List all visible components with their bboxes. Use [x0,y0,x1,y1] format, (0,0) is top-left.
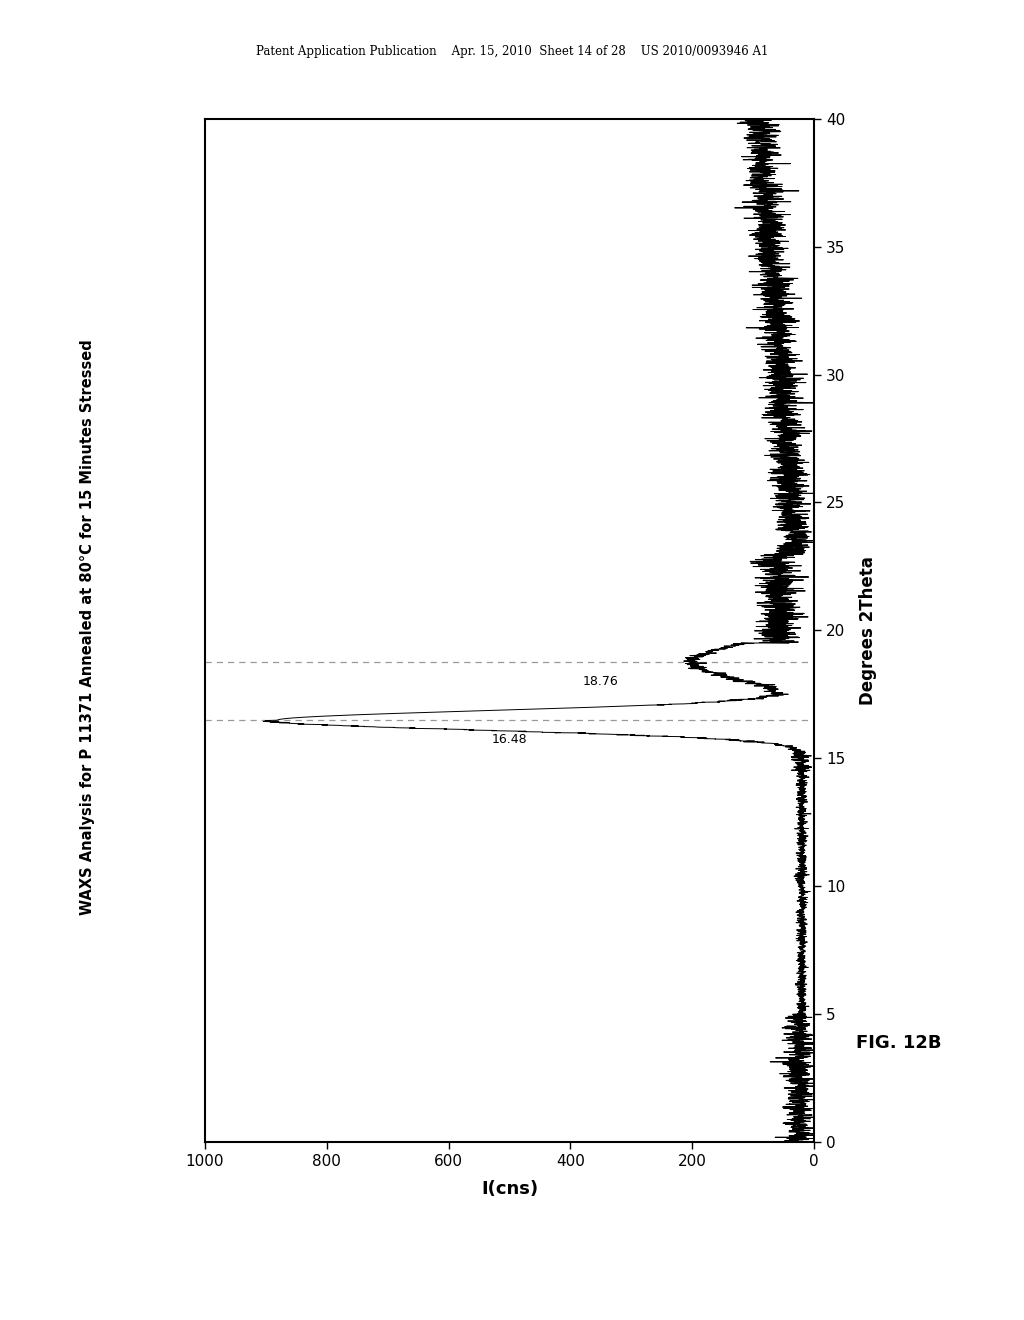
Text: 18.76: 18.76 [583,675,618,688]
Text: 16.48: 16.48 [492,733,527,746]
Text: FIG. 12B: FIG. 12B [856,1034,942,1052]
X-axis label: I(cns): I(cns) [481,1180,538,1197]
Y-axis label: Degrees 2Theta: Degrees 2Theta [859,556,878,705]
Text: WAXS Analysis for P 11371 Annealed at 80°C for 15 Minutes Stressed: WAXS Analysis for P 11371 Annealed at 80… [80,339,94,915]
Text: Patent Application Publication    Apr. 15, 2010  Sheet 14 of 28    US 2010/00939: Patent Application Publication Apr. 15, … [256,45,768,58]
